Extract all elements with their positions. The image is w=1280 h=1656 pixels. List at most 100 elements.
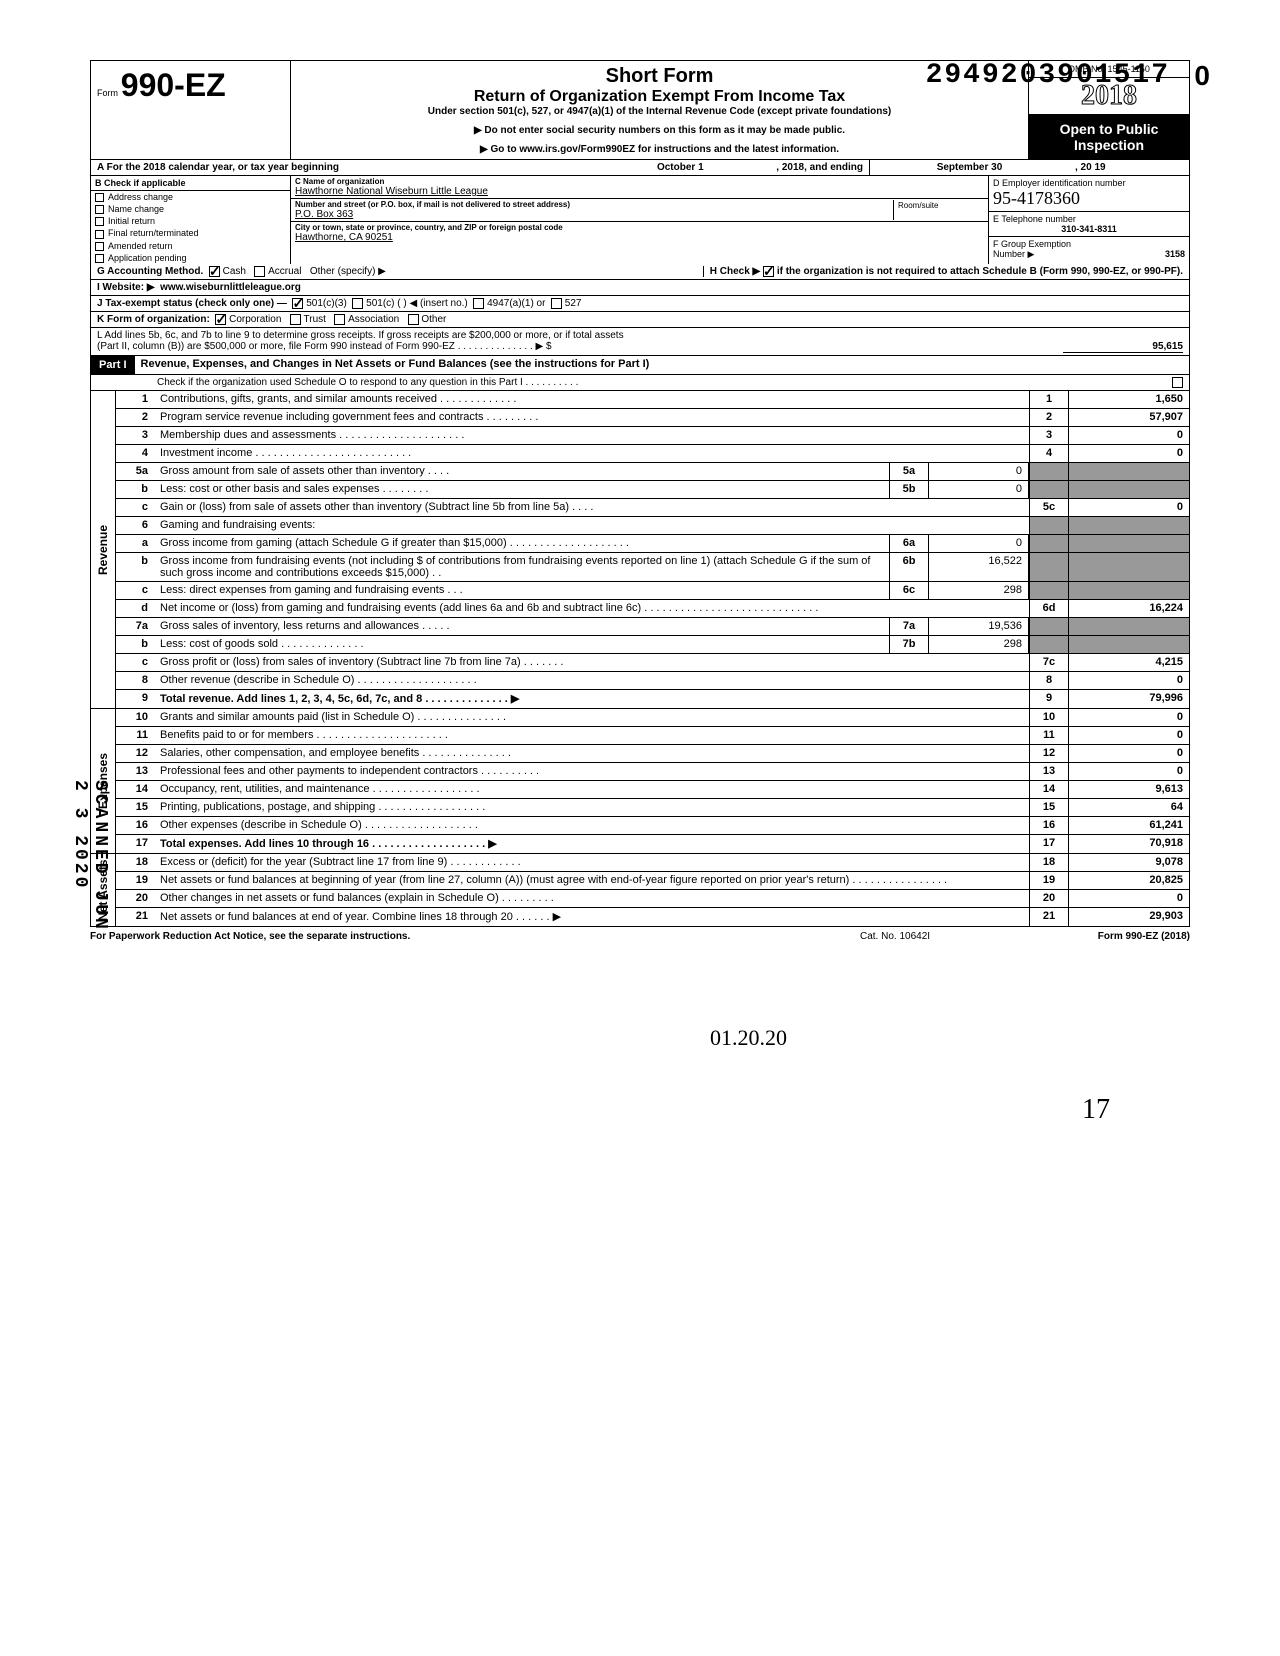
row-a: A For the 2018 calendar year, or tax yea… (90, 160, 1190, 176)
amt-5b: 0 (929, 481, 1029, 498)
amt-7b: 298 (929, 636, 1029, 653)
tel-val: 310-341-8311 (993, 224, 1185, 234)
row-g: G Accounting Method. Cash Accrual Other … (90, 264, 1190, 280)
public-inspection: Open to Public Inspection (1029, 115, 1189, 159)
amt-21: 29,903 (1069, 908, 1189, 926)
chk-application-pending[interactable]: Application pending (91, 252, 290, 264)
chk-cash[interactable] (209, 266, 220, 277)
amt-17: 70,918 (1069, 835, 1189, 853)
amt-18: 9,078 (1069, 854, 1189, 871)
chk-other-org[interactable] (408, 314, 419, 325)
page-hand-number: 17 (1082, 1094, 1110, 1126)
grp-num: 3158 (1165, 249, 1185, 259)
row-a-label: A For the 2018 calendar year, or tax yea… (91, 160, 590, 175)
amt-7c: 4,215 (1069, 654, 1189, 671)
row-a-end: September 30 (869, 160, 1069, 175)
city-cell: City or town, state or province, country… (291, 222, 988, 244)
form-prefix: Form (97, 88, 118, 98)
chk-initial-return[interactable]: Initial return (91, 215, 290, 227)
doc-trailing: 0 (1194, 60, 1210, 92)
chk-501c[interactable] (352, 298, 363, 309)
row-l: L Add lines 5b, 6c, and 7b to line 9 to … (90, 328, 1190, 356)
amt-5c: 0 (1069, 499, 1189, 516)
amt-16: 61,241 (1069, 817, 1189, 834)
form-box: Form 990-EZ (91, 61, 291, 159)
amt-2: 57,907 (1069, 409, 1189, 426)
grp-cell: F Group Exemption Number ▶ 3158 (989, 237, 1189, 262)
amt-10: 0 (1069, 709, 1189, 726)
addr-val: P.O. Box 363 (295, 209, 893, 220)
row-j: J Tax-exempt status (check only one) — 5… (90, 296, 1190, 312)
footer-center: Cat. No. 10642I (860, 931, 1010, 942)
row-i: I Website: ▶ www.wiseburnlittleleague.or… (90, 280, 1190, 296)
amt-6a: 0 (929, 535, 1029, 552)
chk-address-change[interactable]: Address change (91, 191, 290, 203)
chk-name-change[interactable]: Name change (91, 203, 290, 215)
amt-6d: 16,224 (1069, 600, 1189, 617)
chk-4947[interactable] (473, 298, 484, 309)
chk-corporation[interactable] (215, 314, 226, 325)
row-a-begin: October 1 (590, 160, 770, 175)
footer-right: Form 990-EZ (2018) (1010, 931, 1190, 942)
chk-association[interactable] (334, 314, 345, 325)
side-revenue: Revenue (91, 391, 116, 708)
chk-schedule-o[interactable] (1172, 377, 1183, 388)
part1-label: Part I (91, 356, 135, 374)
amt-20: 0 (1069, 890, 1189, 907)
amt-3: 0 (1069, 427, 1189, 444)
amt-11: 0 (1069, 727, 1189, 744)
website-val: www.wiseburnlittleleague.org (160, 282, 301, 293)
tel-cell: E Telephone number 310-341-8311 (989, 212, 1189, 237)
amt-12: 0 (1069, 745, 1189, 762)
row-k: K Form of organization: Corporation Trus… (90, 312, 1190, 328)
amt-15: 64 (1069, 799, 1189, 816)
amt-19: 20,825 (1069, 872, 1189, 889)
form-number: 990-EZ (121, 67, 226, 103)
chk-trust[interactable] (290, 314, 301, 325)
title-goto: ▶ Go to www.irs.gov/Form990EZ for instru… (299, 144, 1020, 155)
chk-accrual[interactable] (254, 266, 265, 277)
chk-schedule-b[interactable] (763, 266, 774, 277)
ein-cell: D Employer identification number 95-4178… (989, 176, 1189, 212)
col-d: D Employer identification number 95-4178… (989, 176, 1189, 264)
city-val: Hawthorne, CA 90251 (295, 232, 984, 243)
side-netassets: Net Assets (91, 854, 116, 926)
amt-8: 0 (1069, 672, 1189, 689)
row-a-mid: , 2018, and ending (770, 160, 869, 175)
org-name-cell: C Name of organization Hawthorne Nationa… (291, 176, 988, 199)
footer: For Paperwork Reduction Act Notice, see … (90, 927, 1190, 946)
title-main: Return of Organization Exempt From Incom… (299, 88, 1020, 106)
amt-1: 1,650 (1069, 391, 1189, 408)
hand-date: 01.20.20 (710, 1025, 787, 1051)
row-h: H Check ▶ if the organization is not req… (703, 266, 1183, 277)
chk-501c3[interactable] (292, 298, 303, 309)
col-b-header: B Check if applicable (91, 176, 290, 191)
col-c: C Name of organization Hawthorne Nationa… (291, 176, 989, 264)
amt-6c: 298 (929, 582, 1029, 599)
org-name: Hawthorne National Wiseburn Little Leagu… (295, 186, 984, 197)
part1-check-row: Check if the organization used Schedule … (90, 375, 1190, 391)
col-b: B Check if applicable Address change Nam… (91, 176, 291, 264)
chk-final-return[interactable]: Final return/terminated (91, 227, 290, 239)
amt-14: 9,613 (1069, 781, 1189, 798)
side-expenses: Expenses (91, 709, 116, 853)
chk-amended-return[interactable]: Amended return (91, 240, 290, 252)
footer-left: For Paperwork Reduction Act Notice, see … (90, 931, 860, 942)
room-cell: Room/suite (894, 200, 984, 220)
ein-val: 95-4178360 (993, 188, 1185, 209)
amt-7a: 19,536 (929, 618, 1029, 635)
chk-527[interactable] (551, 298, 562, 309)
amt-5a: 0 (929, 463, 1029, 480)
title-warn: ▶ Do not enter social security numbers o… (299, 125, 1020, 136)
section-bcd: B Check if applicable Address change Nam… (90, 176, 1190, 264)
amt-13: 0 (1069, 763, 1189, 780)
title-short: Short Form (299, 65, 1020, 88)
part1-table: Revenue 1Contributions, gifts, grants, a… (90, 391, 1190, 927)
addr-cell: Number and street (or P.O. box, if mail … (295, 200, 894, 220)
title-under: Under section 501(c), 527, or 4947(a)(1)… (299, 106, 1020, 117)
doc-number: 2949203901517 (926, 60, 1170, 91)
part1-header-row: Part I Revenue, Expenses, and Changes in… (90, 356, 1190, 375)
amt-4: 0 (1069, 445, 1189, 462)
gross-receipts: 95,615 (1063, 341, 1183, 353)
amt-6b: 16,522 (929, 553, 1029, 581)
